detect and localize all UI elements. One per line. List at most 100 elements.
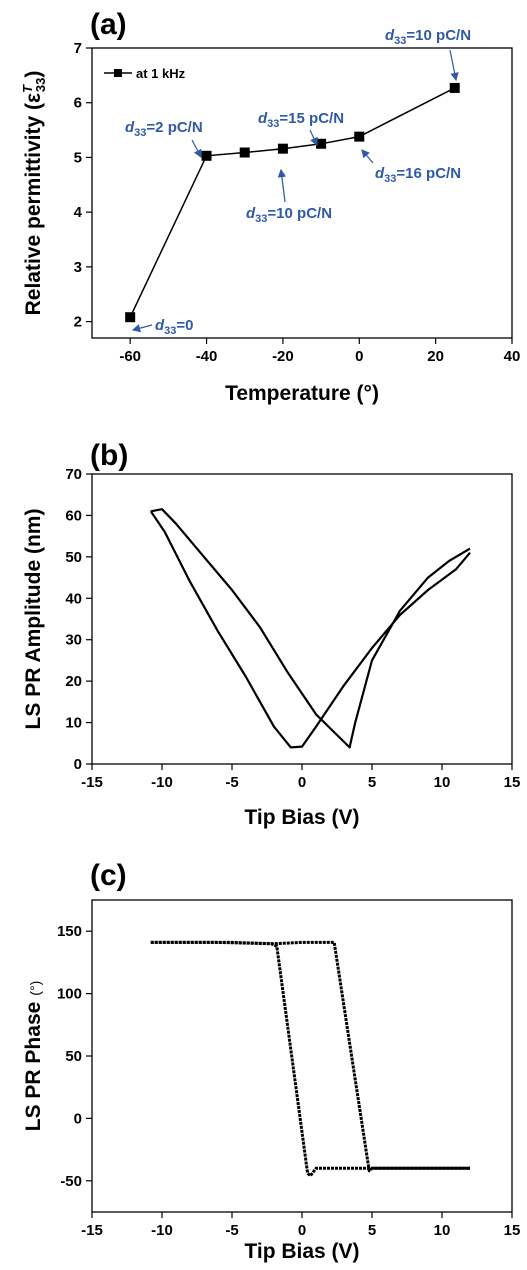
panel-c-loop-branch-0	[150, 940, 470, 1173]
annotation-d33-5: d33=10 pC/N	[385, 27, 471, 82]
annotation-d33-0: d33=0	[131, 317, 194, 337]
panel-b-y-ticks: 0 10 20 30 40 50 60 70	[65, 466, 92, 773]
panel-a-y-tick-label-1: 3	[74, 259, 82, 276]
annotation-arrow-5	[449, 49, 459, 82]
annotation-arrow-4	[361, 149, 374, 164]
panel-a-data-point-6	[449, 82, 460, 93]
annotation-3-value: =15 pC/N	[279, 110, 344, 127]
panel-b-x-tick-label-3: 0	[298, 774, 306, 791]
panel-b-y-axis-title: LS PR Amplitude (nm)	[22, 509, 45, 730]
panel-c-x-tick-label-3: 0	[298, 1222, 306, 1239]
panel-a-x-tick-label-2: -20	[272, 348, 294, 365]
panel-b-x-tick-label-5: 10	[434, 774, 451, 791]
panel-b-y-tick-label-1: 10	[65, 715, 82, 732]
panel-b-x-axis-title: Tip Bias (V)	[244, 806, 359, 829]
panel-b-x-tick-label-0: -15	[81, 774, 103, 791]
annotation-d33-1: d33=2 pC/N	[125, 119, 203, 159]
annotation-2-value: =10 pC/N	[267, 205, 332, 222]
panel-c-x-axis-title: Tip Bias (V)	[244, 1240, 359, 1263]
panel-c-x-ticks: -15 -10 -5 0 5 10 15	[81, 1212, 520, 1239]
panel-c-loop-branch-1	[150, 940, 470, 1178]
panel-c-x-tick-label-5: 10	[434, 1222, 451, 1239]
panel-b: (b) -15 -10 -5 0 5 10 15 0 10 20 30 40 50 60 70 Tip B…	[22, 439, 520, 829]
panel-c-y-ticks: -50 0 50 100 150	[57, 923, 92, 1190]
panel-a-x-axis-title: Temperature (°)	[225, 382, 379, 405]
annotation-4-subscript: 33	[384, 173, 396, 185]
panel-c-y-tick-label-3: 100	[57, 986, 82, 1003]
annotation-d33-2: d33=10 pC/N	[246, 168, 332, 225]
panel-a-data-point-2	[239, 147, 250, 158]
annotation-label-4: d33=16 pC/N	[375, 165, 461, 185]
panel-a-data-point-4	[316, 138, 327, 149]
panel-b-loop-branch-0	[150, 508, 471, 749]
panel-a-data-point-5	[354, 131, 365, 142]
panel-a-data-point-3	[277, 143, 288, 154]
panel-b-x-tick-label-6: 15	[504, 774, 521, 791]
panel-a-y-title-main: Relative permittivity (ε	[22, 93, 45, 315]
panel-a-data-point-1	[201, 150, 212, 161]
panel-a-letter: (a)	[90, 8, 127, 41]
panel-b-y-tick-label-4: 40	[65, 590, 82, 607]
panel-a-markers	[125, 82, 460, 323]
panel-a-y-axis-title: Relative permittivity (εT33)	[20, 71, 48, 316]
panel-a: (a) -60 -40 -20 0 20 40 2 3 4 5 6 7 Temperature (°…	[20, 8, 520, 405]
annotation-0-value: =0	[176, 317, 193, 334]
annotation-4-value: =16 pC/N	[396, 165, 461, 182]
annotation-d33-3: d33=15 pC/N	[258, 110, 344, 147]
panel-c-x-tick-label-6: 15	[504, 1222, 521, 1239]
annotation-3-symbol: d	[258, 110, 268, 127]
panel-b-y-tick-label-5: 50	[65, 549, 82, 566]
panel-a-y-title-close: )	[22, 71, 45, 78]
panel-a-x-tick-label-0: -60	[119, 348, 141, 365]
annotation-3-subscript: 33	[267, 118, 279, 130]
panel-b-y-tick-label-2: 20	[65, 673, 82, 690]
annotation-2-symbol: d	[246, 205, 256, 222]
panel-b-letter: (b)	[90, 439, 128, 472]
panel-c-y-title-main: LS PR Phase	[22, 1002, 45, 1132]
panel-c-y-tick-label-2: 50	[65, 1048, 82, 1065]
panel-b-x-tick-label-1: -10	[151, 774, 173, 791]
panel-a-y-tick-label-5: 7	[74, 40, 82, 57]
panel-a-y-title-subscript: 33	[33, 78, 48, 92]
panel-c-y-tick-label-0: -50	[60, 1173, 82, 1190]
annotation-1-symbol: d	[125, 119, 135, 136]
annotation-label-2: d33=10 pC/N	[246, 205, 332, 225]
panel-a-y-tick-label-0: 2	[74, 314, 82, 331]
annotation-2-subscript: 33	[255, 213, 267, 225]
panel-c-y-tick-label-1: 0	[74, 1110, 82, 1127]
annotation-1-subscript: 33	[134, 127, 146, 139]
panel-b-series	[149, 508, 471, 749]
panel-a-y-title-superscript: T	[20, 84, 35, 93]
annotation-label-0: d33=0	[155, 317, 194, 337]
annotation-5-value: =10 pC/N	[406, 27, 471, 44]
panel-a-x-tick-label-1: -40	[196, 348, 218, 365]
legend-label: at 1 kHz	[136, 66, 186, 81]
panel-c-letter: (c)	[90, 859, 127, 892]
annotation-d33-4: d33=16 pC/N	[361, 149, 461, 185]
panel-a-x-ticks: -60 -40 -20 0 20 40	[119, 338, 520, 365]
panel-a-y-tick-label-2: 4	[74, 204, 83, 221]
panel-a-legend: at 1 kHz	[104, 66, 186, 81]
panel-b-y-tick-label-0: 0	[74, 756, 82, 773]
panel-a-x-tick-label-4: 20	[427, 348, 444, 365]
annotation-label-1: d33=2 pC/N	[125, 119, 203, 139]
panel-a-y-ticks: 2 3 4 5 6 7	[74, 40, 92, 331]
annotation-arrow-0	[131, 324, 153, 333]
annotation-0-symbol: d	[155, 317, 165, 334]
panel-c-y-title-unit: (°)	[27, 981, 43, 996]
panel-b-x-ticks: -15 -10 -5 0 5 10 15	[81, 764, 520, 791]
annotation-0-subscript: 33	[164, 325, 176, 337]
panel-a-x-tick-label-5: 40	[504, 348, 521, 365]
legend-marker	[114, 69, 122, 77]
panel-a-y-tick-label-4: 6	[74, 95, 82, 112]
annotation-arrow-2	[277, 168, 287, 203]
annotation-5-symbol: d	[385, 27, 395, 44]
panel-b-loop-branch-1	[149, 510, 471, 749]
panel-c-x-tick-label-1: -10	[151, 1222, 173, 1239]
panel-b-x-tick-label-4: 5	[368, 774, 376, 791]
panel-c-x-tick-label-0: -15	[81, 1222, 103, 1239]
panel-c-y-tick-label-4: 150	[57, 923, 82, 940]
annotation-label-5: d33=10 pC/N	[385, 27, 471, 47]
panel-c-x-tick-label-4: 5	[368, 1222, 376, 1239]
